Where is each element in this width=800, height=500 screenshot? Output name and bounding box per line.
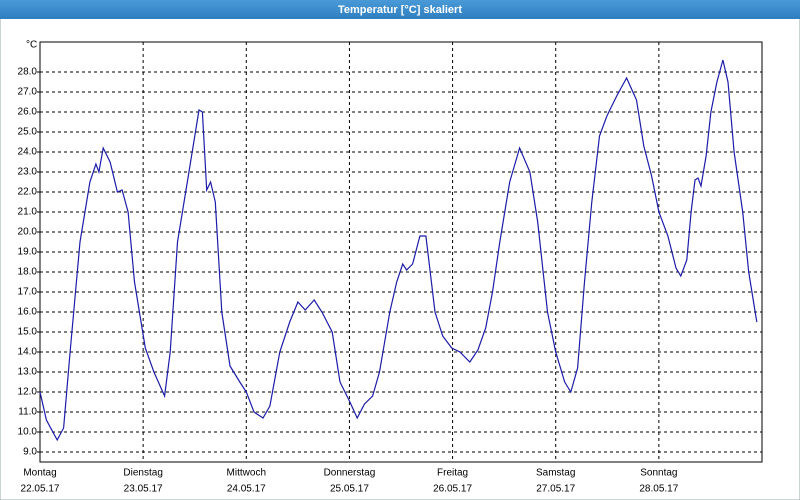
y-tick-label: 22.0 bbox=[18, 187, 38, 198]
y-tick-label: 11.0 bbox=[18, 407, 37, 418]
x-tick-label: Dienstag bbox=[123, 468, 162, 479]
x-tick-date: 25.05.17 bbox=[330, 484, 369, 495]
chart-title: Temperatur [°C] skaliert bbox=[338, 4, 462, 16]
x-tick-label: Montag bbox=[23, 468, 56, 479]
x-tick-date: 27.05.17 bbox=[536, 484, 575, 495]
x-tick-label: Samstag bbox=[536, 468, 575, 479]
y-tick-label: 27.0 bbox=[18, 87, 38, 98]
y-tick-label: 9.0 bbox=[23, 447, 37, 458]
y-tick-label: 25.0 bbox=[18, 127, 38, 138]
y-tick-label: 28.0 bbox=[18, 67, 38, 78]
y-tick-label: 10.0 bbox=[18, 427, 38, 438]
y-tick-label: 12.0 bbox=[18, 387, 38, 398]
x-tick-date: 28.05.17 bbox=[639, 484, 678, 495]
x-tick-label: Mittwoch bbox=[227, 468, 266, 479]
title-bar bbox=[0, 0, 800, 19]
grid bbox=[39, 42, 762, 462]
x-tick-label: Donnerstag bbox=[324, 468, 376, 479]
y-tick-label: 23.0 bbox=[18, 167, 38, 178]
x-tick-date: 23.05.17 bbox=[124, 484, 163, 495]
y-tick-label: 13.0 bbox=[18, 367, 38, 378]
y-tick-label: 14.0 bbox=[18, 347, 38, 358]
y-tick-label: 17.0 bbox=[18, 287, 38, 298]
y-tick-label: 15.0 bbox=[18, 327, 38, 338]
y-tick-label: 19.0 bbox=[18, 247, 38, 258]
y-tick-label: 16.0 bbox=[18, 307, 38, 318]
x-tick-date: 26.05.17 bbox=[433, 484, 472, 495]
x-tick-label: Freitag bbox=[437, 468, 468, 479]
x-tick-date: 22.05.17 bbox=[21, 484, 60, 495]
y-tick-label: 24.0 bbox=[18, 147, 38, 158]
y-tick-label: 21.0 bbox=[18, 207, 38, 218]
x-tick-date: 24.05.17 bbox=[227, 484, 266, 495]
y-tick-label: 26.0 bbox=[18, 107, 38, 118]
x-tick-label: Sonntag bbox=[640, 468, 677, 479]
y-tick-label: 20.0 bbox=[18, 227, 38, 238]
y-tick-label: 18.0 bbox=[18, 267, 38, 278]
line-series bbox=[39, 59, 758, 442]
y-axis-unit: °C bbox=[26, 40, 37, 51]
